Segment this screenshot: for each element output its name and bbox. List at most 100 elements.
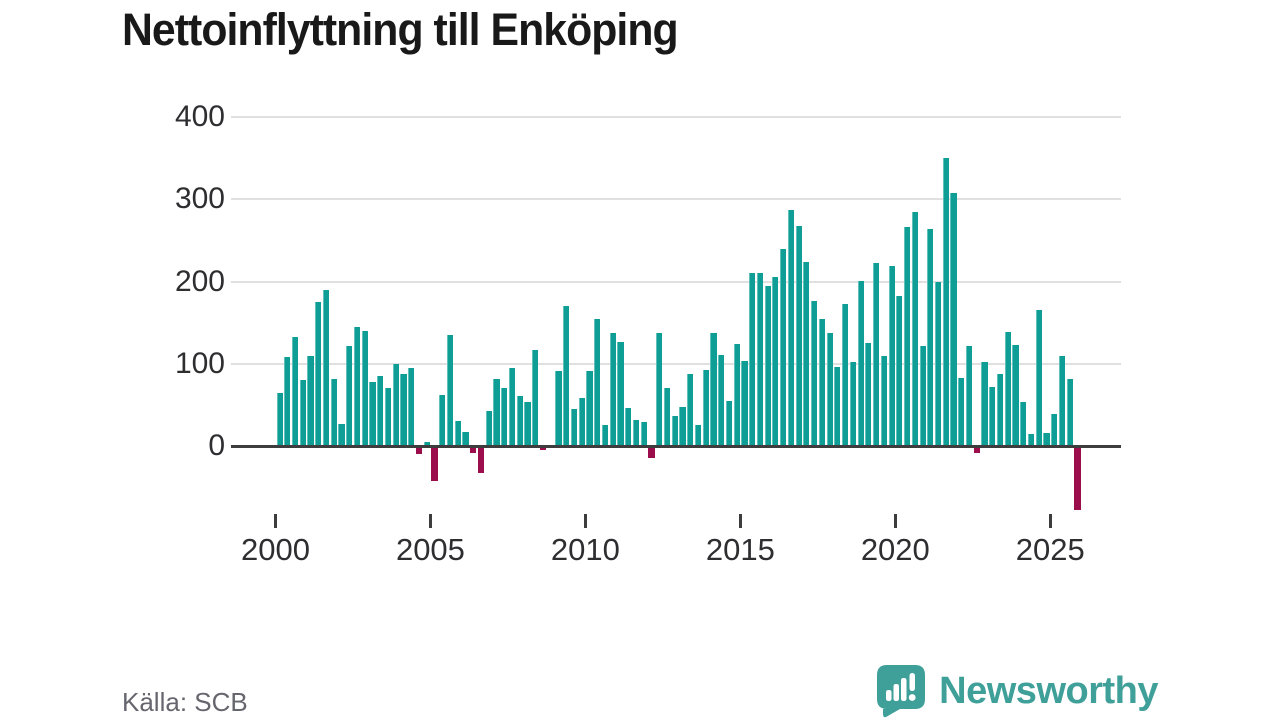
bar-2004Q1: [400, 374, 407, 447]
bar-2017Q4: [826, 332, 833, 447]
bar-2015Q4: [764, 285, 771, 447]
bar-2003Q2: [377, 376, 384, 447]
bar-2003Q3: [384, 387, 392, 447]
bar-2021Q3: [942, 158, 949, 447]
bar-2006Q4: [485, 410, 492, 447]
bar-2009Q2: [563, 306, 570, 447]
bar-2019Q4: [888, 265, 895, 447]
bar-2022Q3: [973, 448, 980, 454]
bar-2000Q3: [291, 336, 299, 447]
bar-2003Q4: [392, 363, 399, 447]
x-tick-mark: [428, 514, 432, 528]
bar-2001Q1: [307, 356, 314, 447]
newsworthy-bubble-chart-icon: [876, 664, 926, 718]
bar-2000Q2: [284, 357, 291, 447]
bar-2006Q2: [470, 448, 477, 454]
bar-2023Q4: [1012, 344, 1019, 447]
bar-2010Q3: [601, 425, 609, 447]
bar-2021Q1: [927, 228, 934, 447]
bar-2022Q4: [981, 362, 988, 447]
gridline: [231, 362, 1121, 365]
bar-2001Q3: [322, 289, 330, 447]
bar-2022Q1: [958, 377, 965, 447]
bar-2013Q2: [687, 373, 694, 447]
y-tick-label: 400: [174, 100, 225, 134]
bar-2005Q3: [446, 335, 454, 447]
y-tick-label: 100: [174, 346, 225, 380]
bar-2002Q2: [346, 345, 353, 447]
bar-2002Q4: [361, 330, 368, 447]
bar-2023Q3: [1004, 331, 1011, 447]
source-note: Källa: SCB: [122, 687, 248, 717]
x-tick-label: 2015: [705, 532, 775, 567]
gridline: [231, 116, 1121, 119]
bar-2015Q1: [741, 360, 748, 447]
bar-2011Q3: [632, 419, 640, 447]
x-tick-label: 2000: [241, 532, 310, 567]
bar-2025Q1: [1051, 413, 1058, 447]
bar-2016Q3: [787, 210, 794, 447]
bar-2011Q2: [625, 408, 632, 447]
bar-2017Q2: [811, 300, 818, 447]
bar-2023Q2: [996, 374, 1004, 447]
bar-2014Q3: [725, 400, 732, 447]
bar-2024Q4: [1043, 432, 1050, 447]
bar-2023Q1: [989, 386, 996, 447]
bar-2018Q1: [834, 367, 841, 447]
gridline: [231, 280, 1121, 283]
bar-2002Q1: [338, 423, 345, 447]
x-tick-mark: [738, 514, 742, 528]
bar-2020Q2: [904, 227, 911, 447]
bar-2016Q2: [780, 248, 787, 447]
x-tick-label: 2010: [550, 532, 620, 567]
bar-2000Q4: [299, 380, 306, 447]
bar-2004Q2: [408, 367, 415, 447]
x-tick-mark: [1048, 514, 1052, 528]
x-axis-line: [231, 444, 1121, 448]
bar-2010Q4: [609, 333, 616, 447]
bar-2024Q2: [1027, 434, 1035, 447]
bar-2008Q2: [532, 349, 539, 447]
bar-2014Q4: [733, 344, 740, 447]
bar-2009Q4: [578, 398, 585, 447]
bar-2025Q2: [1058, 355, 1066, 447]
page-title: Nettoinflyttning till Enköping: [122, 4, 679, 55]
bar-2011Q4: [640, 422, 647, 447]
bar-2019Q3: [880, 355, 887, 447]
bar-2005Q1: [431, 448, 438, 481]
bar-2017Q1: [803, 261, 810, 447]
bar-2016Q4: [795, 225, 802, 447]
bar-2007Q2: [501, 388, 508, 447]
bar-2010Q1: [586, 371, 593, 447]
bar-2021Q4: [950, 192, 957, 447]
bar-2020Q4: [919, 345, 926, 447]
x-tick-mark: [893, 514, 897, 528]
bar-2018Q3: [849, 362, 856, 447]
x-tick-label: 2005: [395, 532, 465, 567]
y-tick-label: 0: [208, 429, 225, 462]
bar-2000Q1: [276, 393, 283, 447]
bar-2007Q3: [508, 367, 516, 447]
bar-2005Q2: [439, 395, 446, 447]
bar-2022Q2: [965, 345, 973, 447]
y-tick-label: 200: [174, 264, 225, 298]
bar-2008Q1: [524, 401, 531, 447]
bar-2016Q1: [772, 277, 779, 447]
gridline: [231, 198, 1121, 201]
bar-2018Q4: [857, 280, 864, 447]
bar-2001Q4: [330, 378, 337, 447]
bar-2013Q4: [702, 370, 709, 447]
bar-2003Q1: [369, 381, 376, 447]
bar-2004Q4: [423, 441, 430, 447]
newsworthy-logo: Newsworthy: [876, 664, 1158, 718]
bar-2020Q3: [911, 211, 918, 447]
bar-2006Q3: [477, 448, 485, 474]
x-tick-mark: [583, 514, 587, 528]
bar-2008Q3: [539, 448, 547, 451]
bar-2018Q2: [842, 303, 849, 447]
bar-2014Q1: [710, 333, 717, 447]
bar-2004Q3: [415, 448, 423, 455]
bar-2013Q1: [679, 407, 686, 447]
bar-2012Q3: [663, 388, 671, 447]
